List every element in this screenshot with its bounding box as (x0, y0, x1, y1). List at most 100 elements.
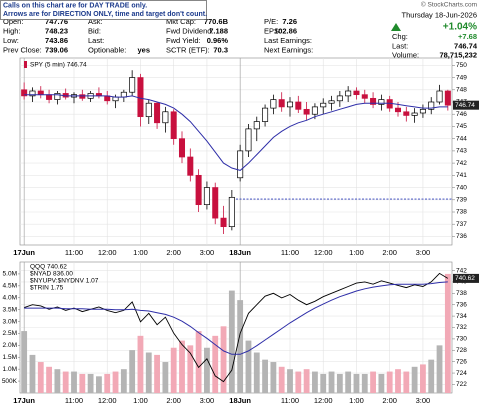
y2-tick-label: 724 (456, 370, 467, 377)
quote-value: 7.188 (209, 26, 228, 35)
x-tick-label: 1:00 (133, 248, 148, 257)
y-tick-label: 750 (456, 62, 467, 69)
quote-label: Optionable: (88, 45, 126, 54)
volume-bar (112, 371, 119, 393)
volume-bar (54, 369, 61, 393)
candle-body (444, 90, 451, 106)
quote-label: Last Earnings: (264, 36, 312, 45)
candle-body (129, 77, 136, 93)
volume-bar (195, 331, 202, 393)
volume-bar (345, 371, 352, 393)
volume-bar (204, 347, 210, 393)
y-tick-label: 500K (2, 378, 18, 385)
candle-body (37, 90, 44, 96)
volume-bar (79, 373, 86, 393)
y-tick-label: 742 (456, 160, 467, 167)
candle-body (394, 107, 402, 113)
x-tick-label: 18Jun (229, 248, 251, 257)
last-price-tag (453, 273, 479, 283)
x-tick-label: 11:00 (65, 396, 83, 405)
volume-bar (303, 369, 310, 393)
y2-tick-label: 726 (456, 358, 467, 365)
volume-bar (170, 347, 177, 393)
legend-entry: $NYUPV:$NYDNV 1.07 (30, 278, 99, 285)
candle-body (403, 111, 410, 116)
quote-label: SCTR (ETF): (166, 45, 210, 54)
y-tick-label: 4.0M (3, 294, 17, 301)
y-tick-label: 4.5M (3, 283, 17, 290)
volume-bar (237, 300, 244, 393)
summary-label: Last: (392, 41, 408, 50)
candle-body (29, 90, 36, 97)
volume-bar (187, 345, 194, 393)
candle-body (270, 99, 277, 109)
volume-bar (129, 350, 136, 393)
volume-bar (428, 359, 435, 393)
volume-bar (29, 354, 36, 393)
quote-label: Open: (3, 17, 23, 26)
volume-bar (361, 373, 368, 393)
quote-label: P/E: (264, 17, 278, 26)
volume-bar (220, 326, 227, 393)
volume-bar (253, 352, 260, 393)
x-tick-label: 2:00 (166, 248, 181, 257)
candle-body (253, 121, 260, 130)
candle-body (295, 101, 302, 110)
candle-body (54, 93, 61, 100)
volume-bar (37, 362, 44, 393)
x-tick-label: 17Jun (13, 396, 35, 405)
y-tick-label: 3.5M (3, 306, 17, 313)
volume-bar (245, 340, 252, 393)
y-tick-label: 738 (456, 209, 467, 216)
summary-value: +7.68 (458, 32, 477, 41)
candle-body (178, 138, 186, 158)
summary-label: Volume: (392, 51, 419, 60)
quote-value: 770.6B (204, 17, 229, 26)
candle-body (361, 94, 368, 99)
quote-label: Fwd Dividend: (166, 26, 214, 35)
candle-body (162, 111, 169, 124)
volume-bar (444, 273, 451, 393)
x-tick-label: 1:00 (133, 396, 148, 405)
x-tick-label: 3:00 (416, 396, 431, 405)
candle-body (328, 100, 335, 104)
y-tick-label: 745 (456, 123, 467, 130)
y-tick-label: 1.5M (3, 354, 17, 361)
volume-bar (420, 364, 426, 393)
volume-bar (212, 335, 219, 393)
x-tick-label: 11:00 (65, 248, 83, 257)
x-tick-label: 2:00 (382, 396, 397, 405)
quote-label: Last: (88, 36, 104, 45)
volume-bar (162, 362, 169, 393)
y-tick-label: 1.0M (3, 366, 17, 373)
volume-bar (62, 371, 69, 393)
volume-bar (137, 335, 144, 393)
x-tick-label: 11:00 (281, 248, 299, 257)
volume-bar (436, 345, 443, 393)
candle-body (237, 150, 244, 179)
up-arrow (391, 23, 401, 31)
volume-bar (228, 290, 235, 393)
candle-body (262, 107, 269, 122)
x-tick-label: 12:00 (314, 396, 333, 405)
y-tick-label: 744 (456, 135, 467, 142)
candle-body (79, 94, 86, 99)
candle-body (428, 101, 435, 110)
candle-body (436, 90, 443, 103)
x-tick-label: 1:00 (349, 248, 364, 257)
candle-body (245, 128, 252, 152)
candle-body (353, 90, 360, 96)
candle-body (228, 196, 235, 228)
y2-tick-label: 734 (456, 313, 467, 320)
candle-body (46, 94, 53, 100)
volume-bar (278, 366, 285, 393)
quote-label: Low: (3, 36, 19, 45)
summary-label: Chg: (392, 32, 408, 41)
quote-value: 747.76 (45, 17, 68, 26)
candle-body (145, 102, 152, 118)
x-tick-label: 3:00 (200, 248, 215, 257)
volume-bar (87, 373, 94, 393)
volume-bar (179, 340, 185, 393)
quote-value: 743.86 (45, 36, 68, 45)
